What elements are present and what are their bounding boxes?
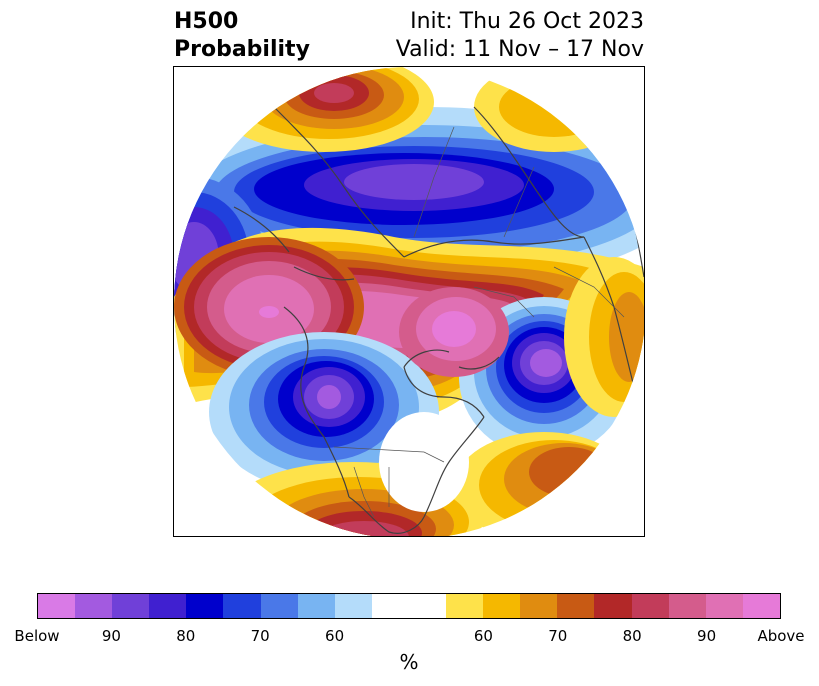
- colorbar-segment: [483, 594, 521, 618]
- colorbar-tick-label: 60: [473, 627, 493, 645]
- colorbar-tick-label: 60: [325, 627, 345, 645]
- colorbar-segment: [297, 594, 335, 618]
- colorbar-segment: [594, 594, 632, 618]
- title-line-1: H500: [174, 9, 239, 34]
- colorbar-segment: [705, 594, 743, 618]
- valid-range: Valid: 11 Nov – 17 Nov: [395, 37, 644, 62]
- colorbar-tick-label: 90: [101, 627, 121, 645]
- colorbar-tick-label: 80: [622, 627, 642, 645]
- hemisphere-disc: [174, 67, 644, 536]
- init-date: Init: Thu 26 Oct 2023: [410, 9, 644, 34]
- colorbar-segment: [334, 594, 372, 618]
- colorbar-segment: [186, 594, 224, 618]
- colorbar-segment: [75, 594, 113, 618]
- colorbar-tick-label: 70: [250, 627, 270, 645]
- colorbar-segment: [149, 594, 187, 618]
- colorbar-segment: [260, 594, 298, 618]
- probability-map-svg: [174, 67, 644, 536]
- colorbar-segment: [112, 594, 150, 618]
- polar-map: [173, 66, 645, 537]
- colorbar-segment: [631, 594, 669, 618]
- colorbar-tick-label: 70: [548, 627, 568, 645]
- colorbar-segment: [371, 594, 409, 618]
- colorbar-segment: [520, 594, 558, 618]
- colorbar-tick-label: 80: [176, 627, 196, 645]
- colorbar-tick-label: Above: [757, 627, 805, 645]
- neutral-area: [379, 412, 469, 512]
- colorbar-tick-label: Below: [14, 627, 60, 645]
- colorbar-segment: [38, 594, 76, 618]
- colorbar-segment: [446, 594, 484, 618]
- political-borders: [333, 126, 625, 518]
- map-title: H500 Probability: [174, 8, 310, 64]
- title-line-2: Probability: [174, 37, 310, 62]
- colorbar-unit-label: %: [399, 650, 419, 674]
- colorbar-segment: [408, 594, 447, 618]
- colorbar-tick-label: 90: [697, 627, 717, 645]
- colorbar-segment: [223, 594, 261, 618]
- colorbar-segment: [668, 594, 706, 618]
- colorbar-segment: [742, 594, 780, 618]
- colorbar-segment: [557, 594, 595, 618]
- colorbar: [37, 593, 781, 619]
- positive-anomaly-pole: [399, 287, 509, 377]
- date-info: Init: Thu 26 Oct 2023 Valid: 11 Nov – 17…: [396, 8, 644, 64]
